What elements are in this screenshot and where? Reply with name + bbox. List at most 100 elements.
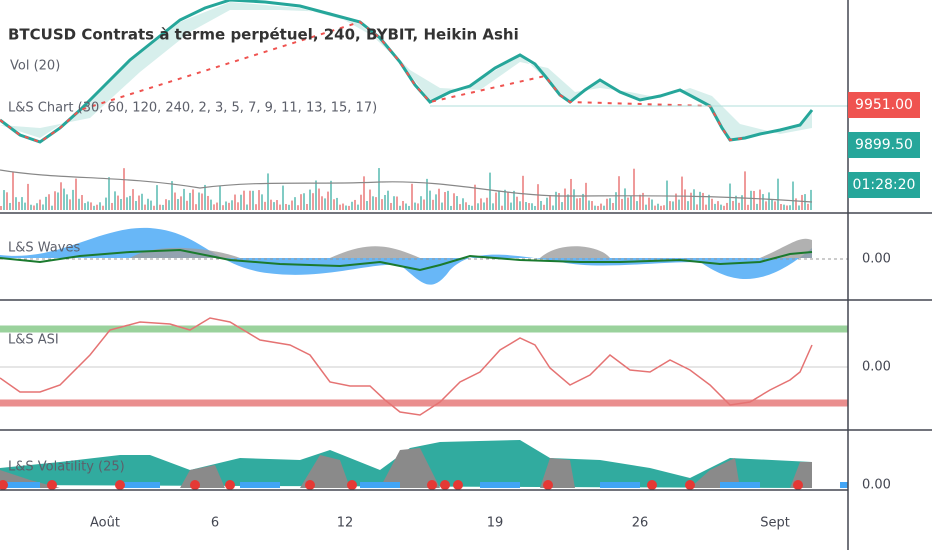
volume-bar	[198, 192, 200, 210]
volume-bar	[381, 199, 383, 210]
volume-bar	[264, 201, 266, 210]
volume-bar	[792, 181, 794, 210]
volume-bar	[552, 205, 554, 210]
volume-bar	[363, 176, 365, 210]
volume-bar	[636, 201, 638, 210]
volume-bar	[684, 189, 686, 210]
volume-bar	[426, 178, 428, 210]
volume-bar	[384, 195, 386, 210]
volume-bar	[354, 199, 356, 210]
volume-bar	[546, 197, 548, 210]
time-label: Août	[90, 516, 120, 531]
volume-bar	[588, 200, 590, 210]
volume-bar	[375, 197, 377, 210]
volume-bar	[396, 196, 398, 210]
volume-bar	[303, 193, 305, 210]
volume-bar	[315, 180, 317, 210]
volume-bar	[564, 188, 566, 210]
volume-bar	[408, 205, 410, 210]
volume-bar	[234, 194, 236, 210]
volume-bar	[711, 198, 713, 210]
volume-bar	[237, 202, 239, 210]
time-label: 6	[211, 516, 219, 531]
volume-bar	[249, 190, 251, 210]
volume-bar	[765, 201, 767, 210]
volume-bar	[48, 194, 50, 210]
signal-dot	[427, 480, 437, 490]
volume-bar	[732, 200, 734, 210]
volume-bar	[393, 196, 395, 210]
volume-bar	[672, 201, 674, 210]
volume-bar	[129, 195, 131, 210]
volume-bar	[477, 203, 479, 210]
signal-dot	[0, 480, 8, 490]
pane-label: L&S ASI	[8, 333, 59, 348]
volume-bar	[312, 193, 314, 210]
volume-bar	[99, 202, 101, 210]
signal-dot	[47, 480, 57, 490]
time-label: 19	[487, 516, 504, 531]
volume-bar	[246, 204, 248, 210]
volume-bar	[189, 192, 191, 210]
volume-bar	[780, 204, 782, 210]
volume-bar	[192, 189, 194, 210]
volume-bar	[165, 199, 167, 210]
volume-bar	[84, 203, 86, 210]
volume-bar	[747, 204, 749, 210]
volume-bar	[750, 190, 752, 210]
waves-line	[0, 248, 813, 272]
zero-tick: 0.00	[862, 252, 891, 267]
volume-bar	[438, 188, 440, 210]
volume-bar	[726, 202, 728, 210]
volume-bar	[369, 189, 371, 210]
volume-bar	[510, 202, 512, 210]
volume-bar	[168, 200, 170, 210]
signal-dot	[190, 480, 200, 490]
volume-bar	[39, 199, 41, 210]
volume-bar	[27, 183, 29, 210]
volume-bar	[156, 185, 158, 210]
volume-bar	[600, 203, 602, 210]
volume-bar	[69, 199, 71, 210]
volume-bar	[513, 190, 515, 210]
volume-bar	[456, 196, 458, 210]
time-label: Sept	[760, 516, 790, 531]
volume-bar	[87, 201, 89, 210]
volume-bar	[126, 197, 128, 210]
volume-bar	[480, 198, 482, 210]
volume-bar	[255, 204, 257, 210]
volume-bar	[531, 203, 533, 210]
volume-bar	[624, 188, 626, 210]
volume-bar	[591, 201, 593, 210]
price-candles	[0, 0, 814, 144]
volume-bar	[618, 176, 620, 210]
volume-bar	[639, 194, 641, 210]
volume-bar	[678, 199, 680, 210]
volume-bar	[663, 205, 665, 210]
volume-bar	[489, 172, 491, 210]
volume-bar	[690, 192, 692, 210]
volatility-gray	[0, 448, 812, 488]
volume-bar	[387, 190, 389, 210]
volume-bar	[795, 198, 797, 210]
time-label: 26	[632, 516, 649, 531]
volume-label: Vol (20)	[10, 59, 60, 74]
volume-bar	[528, 203, 530, 210]
volume-bar	[273, 202, 275, 210]
signal-dot	[305, 480, 315, 490]
volume-bar	[147, 198, 149, 210]
volume-bar	[102, 205, 104, 210]
volume-bar	[492, 203, 494, 210]
volume-bar	[405, 203, 407, 210]
signal-dot	[543, 480, 553, 490]
volume-bar	[345, 205, 347, 210]
volume-bar	[270, 199, 272, 210]
price-tag: 9899.50	[855, 137, 913, 153]
volume-bar	[723, 205, 725, 210]
volume-bar	[177, 198, 179, 210]
volume-bar	[468, 204, 470, 210]
volume-bar	[33, 205, 35, 210]
volume-bar	[612, 203, 614, 210]
volume-bar	[603, 205, 605, 210]
volume-bar	[30, 204, 32, 210]
